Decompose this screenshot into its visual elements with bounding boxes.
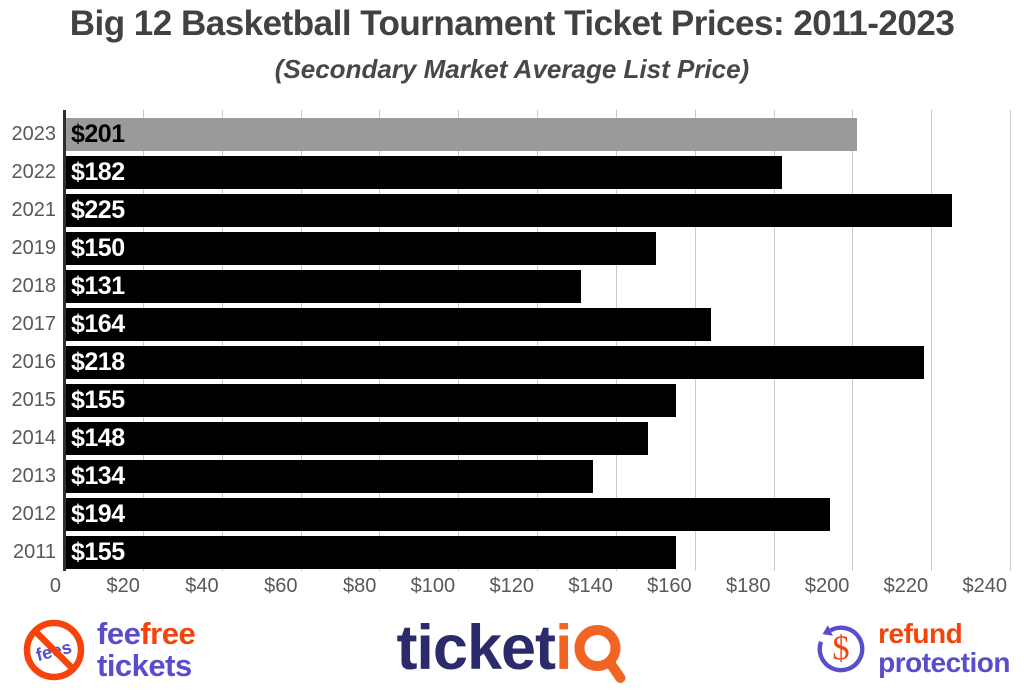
x-tick-label: $20 [106,575,140,597]
x-tick-label: $40 [185,575,219,597]
bar-2013: $134 [66,459,593,493]
bar-value-label: $164 [71,309,125,338]
bar-2023: $201 [66,117,857,151]
y-axis-category-label: 2016 [11,351,57,373]
magnifier-q-icon [574,625,626,683]
bar-2019: $150 [66,231,656,265]
bar-value-label: $150 [71,233,125,262]
y-axis-category-label: 2023 [11,123,57,145]
bar-2015: $155 [66,383,676,417]
x-tick-label: $120 [489,575,535,597]
chart-title: Big 12 Basketball Tournament Ticket Pric… [69,4,955,43]
y-axis-category-label: 2014 [11,427,57,449]
refund-word-refund: refund [878,618,963,649]
plot-area: 2023 $201 2022 $182 2021 $225 2019 $150 2018 $131… [0,110,1024,571]
ticketiq-word-i: i [555,613,572,683]
y-axis-category-label: 2011 [12,541,56,563]
x-tick-label: $200 [804,575,850,597]
y-axis-line [63,110,66,571]
feefree-tickets-logo: fees feefree tickets [20,616,196,684]
x-axis-ticks: 0 $20 $40 $60 $80 $100 $120 $140 $160 $180 $200 $22… [0,572,1024,600]
gridline [300,110,302,571]
gridline [852,110,854,571]
bar-2018: $131 [66,269,581,303]
y-axis-category-label: 2012 [11,503,57,525]
gridline [931,110,933,571]
feefree-wordmark: feefree tickets [97,616,196,683]
bar-2016: $218 [66,345,924,379]
bar-value-label: $201 [71,119,125,148]
bar-value-label: $155 [71,537,125,566]
ticketiq-logo: ticket i [396,608,627,692]
gridline [773,110,775,571]
x-tick-label: $180 [726,575,771,597]
bar-2012: $194 [66,497,830,531]
y-axis-category-label: 2017 [11,313,57,335]
gridline [694,110,696,571]
bar-2022: $182 [66,155,782,189]
bar-value-label: $194 [71,499,125,528]
x-tick-label: $80 [342,575,377,597]
ticketiq-word-ticket: ticket [396,613,556,683]
gridline [142,110,144,571]
gridline [537,110,538,571]
bar-2011: $155 [66,535,676,569]
chart-subtitle: (Secondary Market Average List Price) [274,54,750,84]
bar-chart: 2023 $201 2022 $182 2021 $225 2019 $150 2018 $131… [0,110,1024,602]
svg-text:$: $ [832,629,849,668]
gridline [221,110,223,571]
x-tick-label: $160 [647,575,692,597]
bar-value-label: $218 [71,347,125,376]
bar-value-label: $134 [71,461,125,490]
bar-value-label: $225 [71,195,125,224]
x-tick-label: $240 [962,575,1008,597]
y-axis-category-label: 2015 [11,389,57,411]
feefree-word-fee: fee [97,616,141,651]
feefree-word-tickets: tickets [97,648,192,683]
y-axis-category-label: 2013 [11,465,57,487]
refund-protection-logo: $ refund protection [812,618,1010,678]
gridline [458,110,460,571]
x-tick-label: $220 [883,575,929,597]
x-tick-label: $100 [410,575,456,597]
bar-2021: $225 [66,193,952,227]
bar-2014: $148 [66,421,648,455]
x-tick-label: 0 [49,575,61,597]
y-axis-category-label: 2022 [11,161,57,183]
bar-value-label: $131 [71,271,125,300]
x-tick-label: $60 [264,575,298,597]
refund-arrow-dollar-icon: $ [817,625,865,673]
no-fees-icon: fees [23,619,85,681]
feefree-word-free: free [140,616,196,651]
bar-2017: $164 [66,307,711,341]
gridline [615,110,617,571]
gridline [379,110,381,571]
bar-value-label: $148 [71,423,125,452]
y-axis-category-label: 2021 [11,199,57,221]
refund-wordmark: refund protection [878,619,1010,677]
gridline [1010,110,1011,571]
y-axis-category-label: 2018 [11,275,57,297]
x-tick-label: $140 [568,575,613,597]
y-axis-category-label: 2019 [11,237,57,259]
refund-word-protection: protection [878,647,1010,678]
bar-value-label: $182 [71,157,125,186]
bar-value-label: $155 [71,385,125,414]
